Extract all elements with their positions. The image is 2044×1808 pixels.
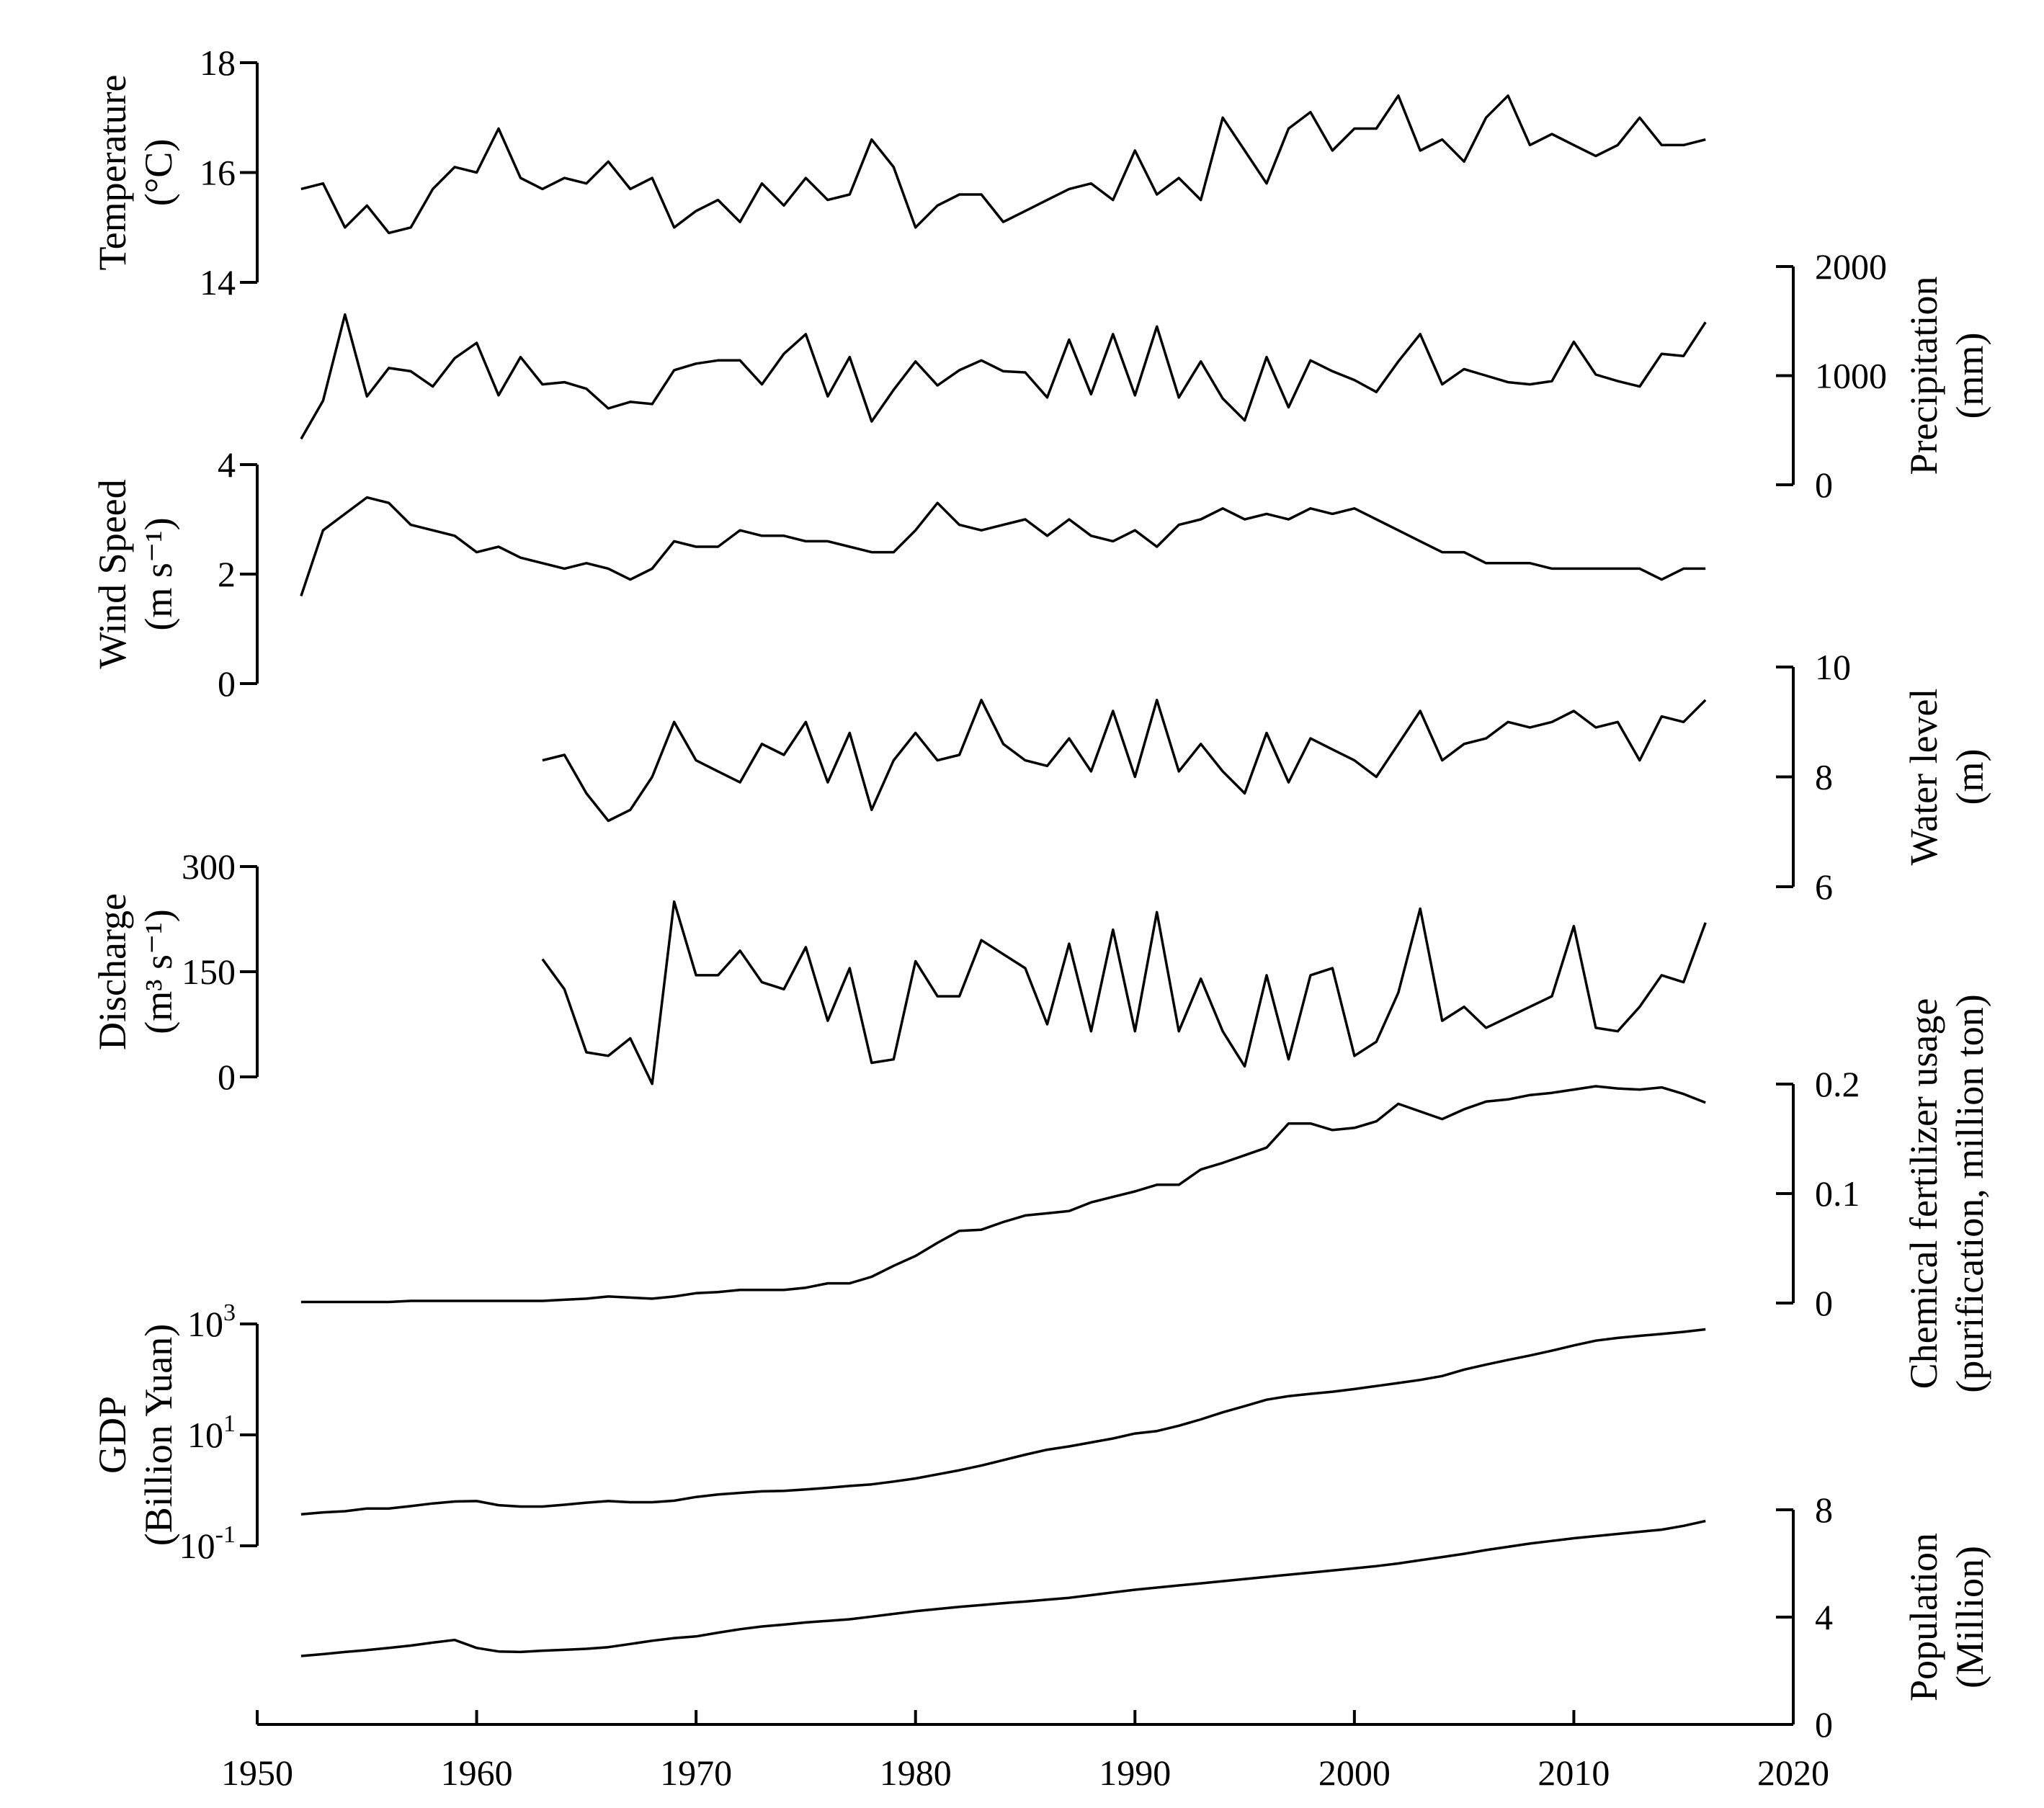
precipitation-axis-title: Precipitation (mm) [1902,277,1991,475]
panel-population: 0 4 8 Population (Million) [300,1490,1991,1745]
water-level-tick-label: 8 [1815,757,1833,797]
panel-temperature: 14 16 18 Temperature (°C) [91,42,1706,303]
wind-speed-series-line [300,496,1706,596]
panel-wind-speed: 0 2 4 Wind Speed (m s⁻¹) [91,444,1706,704]
precipitation-axis-title-line: Precipitation [1902,277,1945,475]
x-tick-label: 1980 [880,1753,952,1793]
x-tick-label: 1950 [221,1753,293,1793]
wind-speed-axis-title-line: (m s⁻¹) [137,517,180,630]
x-tick-label: 1990 [1099,1753,1171,1793]
x-tick-label: 2000 [1318,1753,1391,1793]
precipitation-series-line [300,313,1707,440]
gdp-axis-title: GDP (Billion Yuan) [91,1324,180,1546]
population-tick-label: 8 [1815,1490,1833,1530]
wind-speed-tick-label: 0 [218,663,236,704]
temperature-tick-label: 16 [200,153,236,193]
gdp-tick-label: 103 [187,1299,236,1344]
water-level-series-line [542,699,1707,823]
precipitation-tick-label: 1000 [1815,356,1887,396]
wind-speed-axis-title-line: Wind Speed [91,479,134,668]
fertilizer-series-line [300,1085,1706,1304]
precipitation-tick-label: 0 [1815,465,1833,505]
fertilizer-tick-label: 0.1 [1815,1173,1860,1214]
gdp-tick-label: 10-1 [179,1521,236,1566]
gdp-tick-label: 101 [187,1410,236,1455]
panel-fertilizer: 0 0.1 0.2 Chemical fertilizer usage (purific… [300,994,1991,1393]
fertilizer-tick-label: 0 [1815,1283,1833,1323]
discharge-tick-label: 0 [218,1057,236,1097]
panel-precipitation: 0 1000 2000 Precipitation (mm) [300,246,1991,505]
discharge-axis-title: Discharge (m³ s⁻¹) [91,893,180,1050]
x-tick-label: 1960 [441,1753,513,1793]
temperature-tick-label: 14 [200,262,236,303]
fertilizer-tick-label: 0.2 [1815,1064,1860,1104]
population-tick-label: 4 [1815,1597,1833,1637]
x-tick-label: 1970 [660,1753,732,1793]
panel-water-level: 6 8 10 Water level (m) [542,647,1991,907]
discharge-axis-title-line: (m³ s⁻¹) [137,909,180,1034]
water-level-axis-title-line: Water level [1902,688,1945,865]
fertilizer-axis-title: Chemical fertilizer usage (purification, … [1902,994,1991,1392]
population-axis-title-line: Population [1902,1533,1945,1701]
population-tick-label: 0 [1815,1704,1833,1745]
precipitation-axis-title-line: (mm) [1948,333,1991,419]
wind-speed-tick-label: 2 [218,554,236,594]
fertilizer-axis-title-line: (purification, million ton) [1948,994,1991,1392]
temperature-axis-title: Temperature (°C) [91,74,180,270]
x-axis: 1950 1960 1970 1980 1990 2000 2010 2020 [221,1710,1829,1793]
precipitation-tick-label: 2000 [1815,246,1887,287]
population-axis-title: Population (Million) [1902,1533,1991,1701]
temperature-axis-title-line: Temperature [91,74,134,270]
fertilizer-axis-title-line: Chemical fertilizer usage [1902,998,1945,1389]
gdp-axis-title-line: GDP [91,1396,134,1474]
water-level-tick-label: 10 [1815,647,1851,687]
gdp-series-line [300,1328,1706,1516]
x-tick-label: 2020 [1757,1753,1829,1793]
water-level-axis-title: Water level (m) [1902,688,1991,865]
wind-speed-axis-title: Wind Speed (m s⁻¹) [91,479,180,668]
discharge-tick-label: 150 [182,952,236,992]
wind-speed-tick-label: 4 [218,444,236,485]
discharge-tick-label: 300 [182,846,236,887]
water-level-axis-title-line: (m) [1948,749,1991,805]
water-level-tick-label: 6 [1815,867,1833,907]
temperature-axis-title-line: (°C) [137,139,180,207]
temperature-tick-label: 18 [200,42,236,83]
population-axis-title-line: (Million) [1948,1546,1991,1688]
discharge-series-line [541,900,1707,1086]
gdp-axis-title-line: (Billion Yuan) [137,1324,180,1546]
discharge-axis-title-line: Discharge [91,893,134,1050]
x-tick-label: 2010 [1538,1753,1610,1793]
population-series-line [300,1519,1706,1657]
temperature-series-line [300,94,1706,235]
